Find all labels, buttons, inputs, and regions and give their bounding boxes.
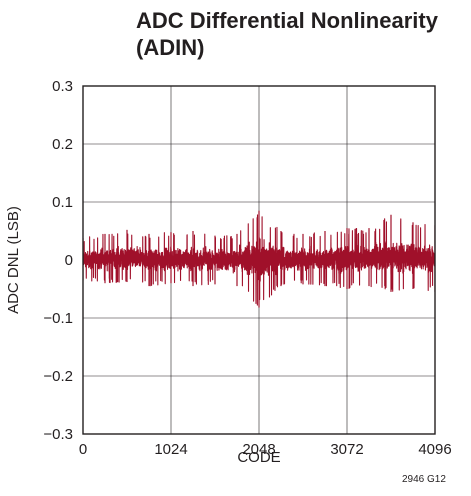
y-tick-label: −0.3 xyxy=(43,426,73,443)
plot-frame xyxy=(82,85,436,435)
x-tick-label: 0 xyxy=(79,441,87,458)
x-tick-label: 1024 xyxy=(154,441,187,458)
y-tick-label: 0.1 xyxy=(52,194,73,211)
dnl-series xyxy=(83,210,435,308)
figure-id: 2946 G12 xyxy=(402,474,446,485)
y-tick-labels: 0.3 0.2 0.1 0 −0.1 −0.2 −0.3 xyxy=(43,78,73,443)
chart-title-line-2: (ADIN) xyxy=(136,35,205,60)
x-tick-labels: 0 1024 2048 3072 4096 xyxy=(79,441,452,458)
x-tick-label: 2048 xyxy=(242,441,275,458)
chart-title-line-1: ADC Differential Nonlinearity xyxy=(136,8,438,33)
y-tick-label: −0.2 xyxy=(43,368,73,385)
y-tick-label: 0.2 xyxy=(52,136,73,153)
chart-title: ADC Differential Nonlinearity (ADIN) xyxy=(136,7,456,61)
x-axis-label: CODE xyxy=(237,449,280,466)
x-tick-label: 3072 xyxy=(330,441,363,458)
y-tick-label: 0 xyxy=(65,252,73,269)
x-tick-label: 4096 xyxy=(418,441,451,458)
y-tick-label: 0.3 xyxy=(52,78,73,95)
y-tick-label: −0.1 xyxy=(43,310,73,327)
y-axis-label: ADC DNL (LSB) xyxy=(5,206,22,314)
